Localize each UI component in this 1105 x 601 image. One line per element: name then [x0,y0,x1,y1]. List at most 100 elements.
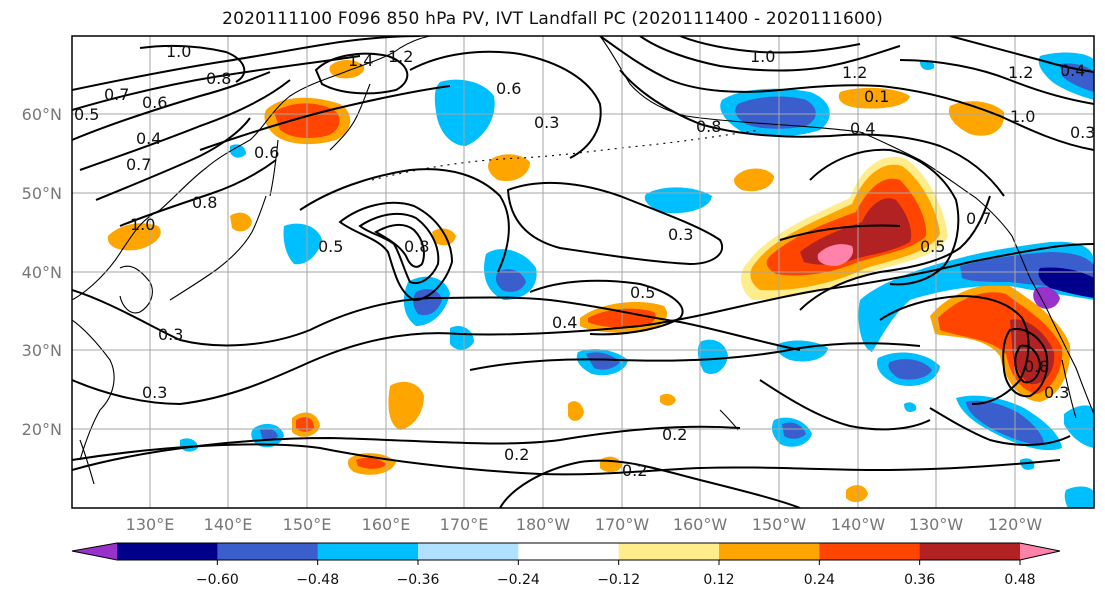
contour-line [929,407,1071,446]
negative-anomaly-region [782,422,806,439]
contour-label: 1.4 [348,51,373,70]
positive-anomaly-region [329,60,365,79]
contour-label: 0.4 [552,313,577,332]
contour-line [506,181,723,266]
contour-label: 0.3 [158,325,183,344]
contour-label: 0.6 [254,143,279,162]
contour-label: 1.2 [842,63,867,82]
contour-label: 0.3 [1070,123,1095,142]
colorbar-cell [819,543,921,560]
ivt-contours [72,36,1094,508]
coastline-sakhalin [269,139,279,197]
contour-label: 0.2 [662,425,687,444]
lon-label: 140°W [831,515,886,534]
negative-anomaly-region [434,79,495,146]
colorbar-cell [317,543,419,560]
colorbar-tick-label: −0.12 [597,572,640,588]
coastline-philippines [79,439,95,485]
coastline-alaska [599,36,1013,237]
negative-anomaly-region [904,402,917,412]
negative-anomaly-region [450,325,474,350]
coastline-korea [119,265,153,314]
positive-anomaly-region [488,154,530,182]
colorbar: −0.60 −0.48 −0.36 −0.24 −0.12 0.12 0.24 0.36 0.4… [71,542,1105,588]
contour-line [299,168,510,273]
positive-anomaly-region [230,212,252,232]
negative-anomaly-region [735,96,816,129]
contour-line [338,201,454,302]
coastline-north-america-west [1011,235,1094,415]
positive-anomaly-region [846,485,868,503]
negative-anomaly-region [495,269,526,292]
colorbar-cell [117,543,218,560]
colorbar-cell [217,543,319,560]
lat-label: 60°N [22,105,62,124]
contour-label: 1.2 [388,47,413,66]
lat-label: 50°N [22,184,62,203]
contour-label: 0.8 [696,117,721,136]
contour-line [199,85,451,151]
contour-label: 0.2 [504,445,529,464]
contour-line [119,159,277,227]
contour-line [639,36,901,72]
contour-line [72,71,271,141]
contour-line [499,459,801,508]
contour-line [759,379,931,431]
negative-anomaly-region [920,60,935,70]
contour-label: 0.8 [1024,357,1049,376]
positive-anomaly-region [568,401,584,421]
contour-label: 0.2 [622,461,647,480]
contour-label: 1.0 [750,47,775,66]
negative-anomaly-region [966,400,1044,445]
negative-anomaly-region [1033,286,1060,309]
negative-anomaly-region [260,428,278,441]
colorbar-extend-max [1020,543,1060,560]
contour-label: 0.3 [1044,383,1069,402]
contour-label: 0.4 [1060,61,1085,80]
contour-line [899,59,1094,105]
contour-label: 0.6 [496,79,521,98]
contour-label: 0.5 [74,105,99,124]
lat-label: 20°N [22,420,62,439]
contour-label: 1.2 [1008,63,1033,82]
contour-label: 0.5 [318,237,343,256]
colorbar-cell [518,543,620,560]
colorbar-tick-label: 0.48 [1004,572,1035,588]
positive-anomaly-region [838,87,910,109]
coastline-japan [169,195,267,301]
contour-line [314,52,409,95]
negative-anomaly-region [697,339,728,375]
figure-title: 2020111100 F096 850 hPa PV, IVT Landfall… [222,9,883,29]
contour-line [529,279,684,336]
colorbar-cell [919,543,1021,560]
contour-label: 0.1 [864,87,889,106]
contour-line [409,50,602,159]
positive-anomaly-region [388,381,424,430]
contour-label: 0.3 [142,383,167,402]
negative-anomaly-region [413,289,442,316]
contour-line [72,243,1094,406]
lon-label: 160°E [362,515,411,534]
map-frame [71,35,1095,509]
contour-label: 0.7 [104,85,129,104]
contour-line [679,36,861,54]
colorbar-tick-label: −0.24 [497,572,540,588]
latitude-labels: 20°N 30°N 40°N 50°N 60°N [22,105,62,439]
colorbar-tick-label: 0.12 [703,572,734,588]
lon-label: 130°W [909,515,964,534]
contour-label: 0.3 [668,225,693,244]
map-content [72,36,1094,508]
contour-line [809,148,960,286]
contour-line [373,224,425,268]
contour-line [619,69,1005,197]
colorbar-tick-label: −0.36 [397,572,440,588]
negative-anomaly-region [230,144,246,158]
lon-label: 120°W [988,515,1043,534]
contour-label: 0.8 [192,193,217,212]
colorbar-cell [618,543,720,560]
negative-anomaly-region [1020,458,1035,470]
lon-label: 140°E [204,515,253,534]
lon-label: 170°W [595,515,650,534]
longitude-labels: 130°E 140°E 150°E 160°E 170°E 180°W 170°… [126,515,1043,534]
lon-label: 150°W [752,515,807,534]
